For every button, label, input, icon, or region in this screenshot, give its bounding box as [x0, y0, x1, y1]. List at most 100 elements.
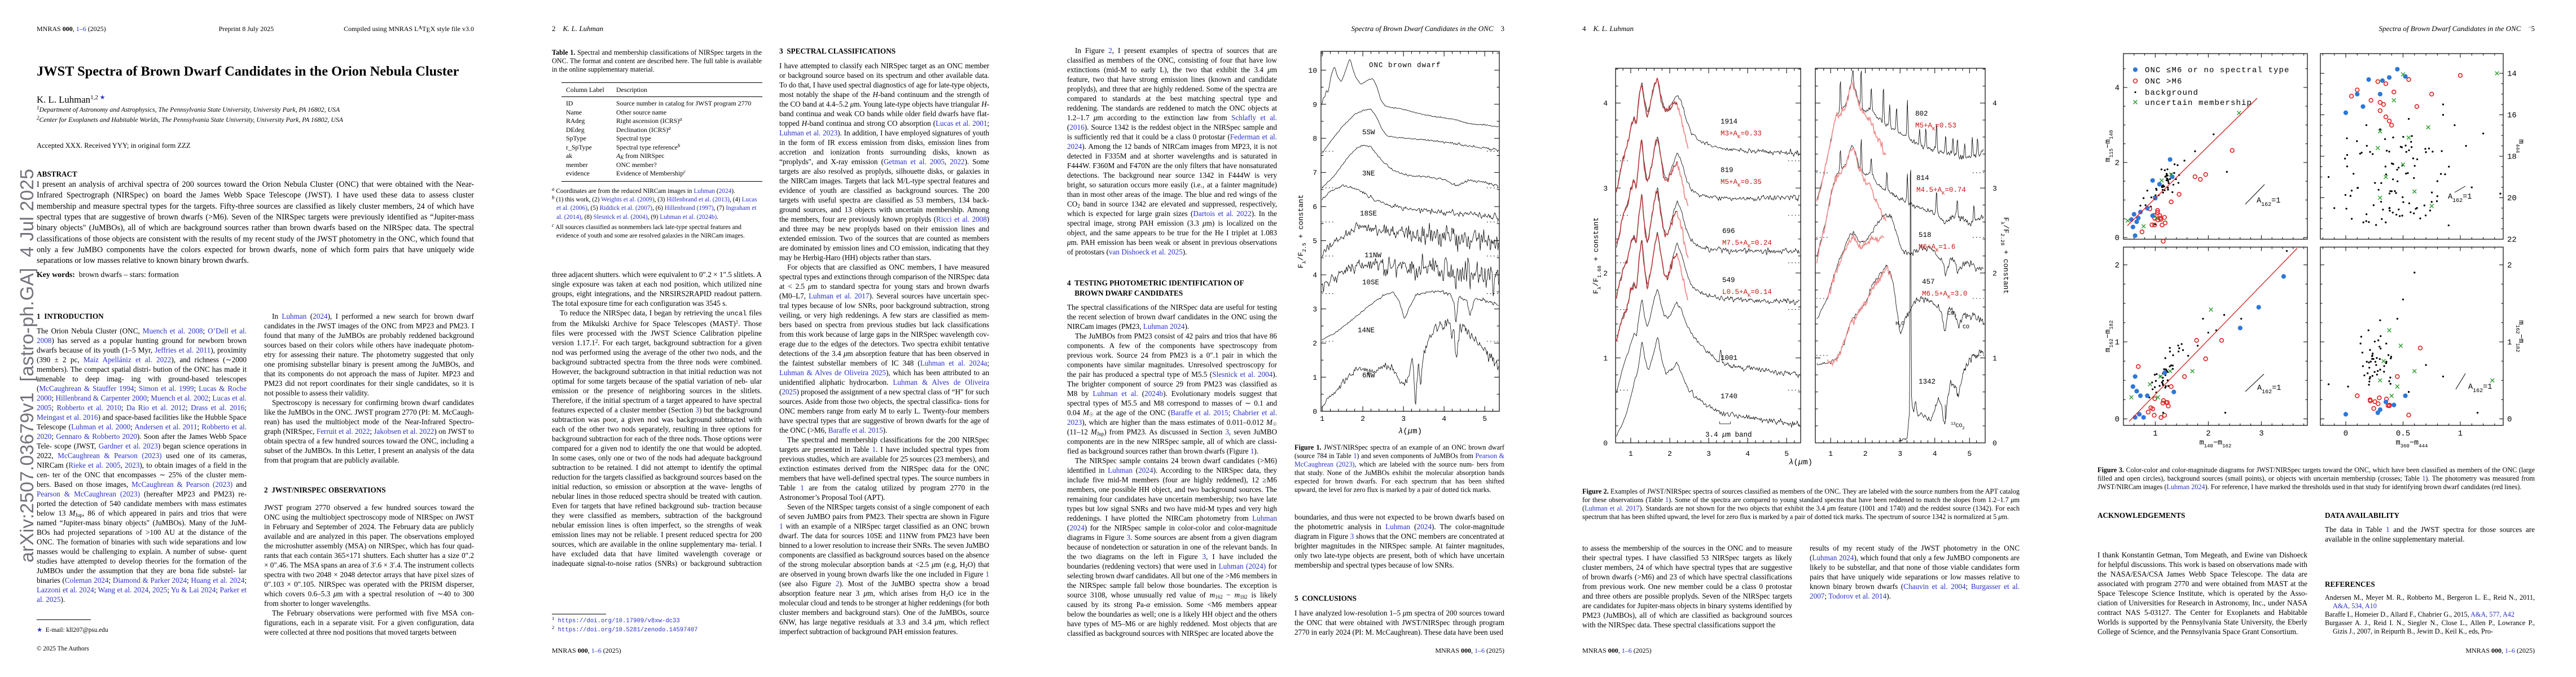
- svg-text:H2O: H2O: [1895, 321, 1904, 329]
- svg-text:M5+AK=0.35: M5+AK=0.35: [1721, 178, 1762, 188]
- svg-text:819: 819: [1721, 166, 1734, 174]
- svg-text:M6.5+AK=3.0: M6.5+AK=3.0: [1922, 290, 1967, 300]
- svg-text:m444: m444: [2514, 139, 2525, 153]
- svg-text:4: 4: [1993, 99, 1997, 108]
- svg-text:0: 0: [2344, 429, 2348, 438]
- svg-text:1740: 1740: [1721, 393, 1737, 401]
- svg-text:0.5: 0.5: [2396, 429, 2410, 438]
- svg-text:Fλ/F2.5 + constant: Fλ/F2.5 + constant: [1297, 195, 1307, 269]
- svg-text:1: 1: [2153, 429, 2157, 438]
- svg-text:2: 2: [1361, 415, 1365, 423]
- svg-text:4: 4: [1933, 450, 1937, 458]
- svg-text:A162=1: A162=1: [2257, 384, 2281, 395]
- svg-text:2: 2: [1313, 340, 1317, 348]
- svg-text:3: 3: [1401, 415, 1406, 423]
- svg-text:λ(μm): λ(μm): [1789, 458, 1813, 467]
- svg-text:696: 696: [1722, 227, 1735, 235]
- svg-text:1001: 1001: [1721, 354, 1737, 362]
- svg-text:2: 2: [1863, 450, 1868, 458]
- svg-text:0: 0: [2507, 415, 2512, 424]
- svg-text:m162−m182: m162−m182: [2514, 320, 2525, 353]
- svg-text:11NW: 11NW: [1364, 252, 1382, 260]
- svg-text:802: 802: [1915, 110, 1928, 118]
- svg-text:uncertain membership: uncertain membership: [2145, 99, 2252, 108]
- svg-text:22: 22: [2507, 236, 2517, 245]
- svg-text:A162=1: A162=1: [2448, 193, 2472, 204]
- svg-text:14: 14: [2507, 70, 2517, 79]
- svg-text:4: 4: [2115, 84, 2119, 93]
- svg-text:4: 4: [1442, 415, 1446, 423]
- svg-text:M4.5+AK=0.74: M4.5+AK=0.74: [1916, 186, 1966, 196]
- svg-text:3: 3: [2259, 429, 2263, 438]
- svg-text:2: 2: [2507, 261, 2512, 270]
- svg-text:3: 3: [1603, 184, 1608, 193]
- svg-text:6: 6: [1313, 203, 1317, 212]
- svg-text:1: 1: [1629, 450, 1633, 458]
- svg-text:CO: CO: [1963, 324, 1969, 331]
- svg-text:10: 10: [1308, 67, 1317, 75]
- svg-text:1342: 1342: [1919, 378, 1936, 386]
- svg-text:Fλ/F2.28 + constant: Fλ/F2.28 + constant: [1999, 217, 2010, 294]
- svg-text:L0.5+AK=0.14: L0.5+AK=0.14: [1722, 288, 1772, 298]
- svg-text:background: background: [2145, 89, 2198, 98]
- svg-text:CO2: CO2: [1947, 311, 1956, 319]
- svg-text:1: 1: [1313, 373, 1317, 382]
- svg-text:Fλ/F1.68 + constant: Fλ/F1.68 + constant: [1592, 217, 1603, 294]
- svg-text:m140−m162: m140−m162: [2200, 439, 2232, 449]
- svg-text:5SW: 5SW: [1362, 129, 1375, 137]
- svg-text:0: 0: [2115, 415, 2119, 424]
- svg-text:ONC brown dwarf: ONC brown dwarf: [1369, 61, 1441, 69]
- svg-text:7: 7: [1313, 169, 1317, 177]
- svg-text:1914: 1914: [1721, 118, 1737, 126]
- svg-text:3: 3: [1898, 450, 1902, 458]
- svg-text:18: 18: [2507, 153, 2517, 162]
- svg-text:3: 3: [1993, 184, 1997, 193]
- svg-text:457: 457: [1922, 278, 1935, 286]
- svg-text:1: 1: [2458, 429, 2463, 438]
- svg-text:M5+AK=0.53: M5+AK=0.53: [1915, 122, 1956, 132]
- svg-text:18SE: 18SE: [1360, 210, 1377, 218]
- svg-text:2: 2: [1667, 450, 1672, 458]
- svg-text:1: 1: [1603, 354, 1608, 363]
- svg-text:m360−m444: m360−m444: [2396, 439, 2428, 449]
- svg-text:M6+AK=1.6: M6+AK=1.6: [1919, 243, 1955, 253]
- svg-text:9: 9: [1313, 100, 1317, 109]
- svg-text:3NE: 3NE: [1362, 170, 1375, 178]
- svg-text:M7.5+AK=0.24: M7.5+AK=0.24: [1722, 239, 1772, 249]
- svg-text:5: 5: [1967, 450, 1972, 458]
- svg-text:m162−m182: m162−m182: [2104, 320, 2114, 353]
- svg-text:1: 1: [2507, 338, 2512, 348]
- svg-text:3: 3: [1313, 305, 1317, 314]
- svg-text:0: 0: [2115, 234, 2119, 243]
- svg-text:4: 4: [1313, 271, 1317, 280]
- svg-text:A162=1: A162=1: [2468, 383, 2492, 394]
- svg-text:3: 3: [1706, 450, 1711, 458]
- svg-text:0: 0: [1313, 408, 1317, 416]
- svg-text:13CO2: 13CO2: [1951, 422, 1965, 431]
- svg-text:3.4 μm band: 3.4 μm band: [1705, 431, 1752, 439]
- svg-text:2: 2: [1993, 269, 1997, 278]
- svg-text:1: 1: [2115, 338, 2119, 348]
- svg-text:0: 0: [1603, 439, 1608, 448]
- svg-text:M3+AK=0.33: M3+AK=0.33: [1721, 130, 1762, 140]
- svg-text:814: 814: [1916, 174, 1929, 182]
- svg-text:16: 16: [2507, 111, 2517, 120]
- svg-text:ONC >M6: ONC >M6: [2145, 77, 2183, 86]
- svg-text:ONC ≤M6 or no spectral type: ONC ≤M6 or no spectral type: [2145, 66, 2290, 75]
- svg-text:1: 1: [1320, 415, 1324, 423]
- svg-text:2: 2: [1603, 269, 1608, 278]
- svg-text:4: 4: [1745, 450, 1750, 458]
- svg-text:A162=1: A162=1: [2257, 197, 2280, 208]
- svg-text:10SE: 10SE: [1362, 279, 1379, 287]
- svg-text:549: 549: [1722, 276, 1735, 284]
- svg-text:1: 1: [1828, 450, 1833, 458]
- svg-text:2: 2: [2115, 261, 2119, 270]
- svg-text:6NW: 6NW: [1362, 372, 1375, 380]
- svg-text:m115−m140: m115−m140: [2104, 130, 2114, 162]
- svg-text:14NE: 14NE: [1358, 327, 1375, 335]
- svg-text:0: 0: [1993, 439, 1997, 448]
- svg-text:2: 2: [2206, 429, 2210, 438]
- svg-text:1: 1: [1993, 354, 1997, 363]
- svg-text:2: 2: [2115, 159, 2119, 168]
- svg-text:λ(μm): λ(μm): [1398, 427, 1422, 436]
